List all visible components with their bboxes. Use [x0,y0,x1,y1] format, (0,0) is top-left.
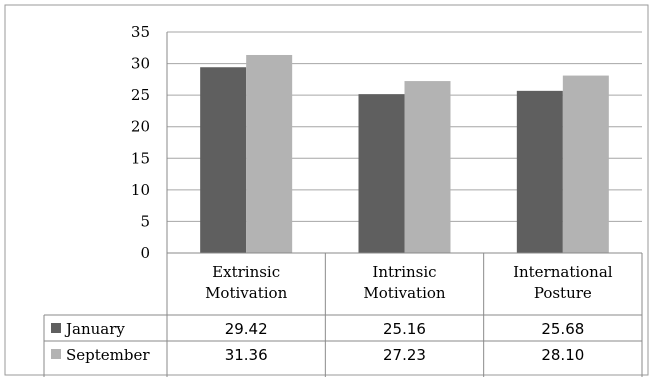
y-tick-label: 25 [131,86,150,104]
bar-january-0 [200,67,247,254]
legend-label-january: January [64,320,125,338]
y-axis: 0 5 10 15 20 25 30 35 [131,23,168,262]
bars [200,54,609,254]
table-cell-september-2: 28.10 [541,346,584,364]
bar-january-1 [358,94,405,253]
chart-frame [4,4,649,376]
y-tick-label: 15 [131,149,150,167]
bar-january-2 [516,90,563,253]
bar-september-1 [404,81,451,253]
legend-key-january [51,323,61,333]
y-tick-label: 30 [131,55,150,73]
table-cell-january-2: 25.68 [541,320,584,338]
table-cell-september-1: 27.23 [383,346,426,364]
category-label: Extrinsic Motivation [205,263,287,302]
y-tick-label: 35 [131,23,150,41]
category-label: International Posture [513,263,613,302]
bar-september-2 [562,75,609,253]
bar-september-0 [246,54,293,253]
y-tick-label: 0 [140,244,150,262]
table-cell-january-1: 25.16 [383,320,426,338]
y-tick-label: 10 [131,181,150,199]
table-cell-september-0: 31.36 [225,346,268,364]
y-tick-label: 5 [140,212,150,230]
table-cell-january-0: 29.42 [225,320,268,338]
legend-key-september [51,349,61,359]
y-tick-label: 20 [131,118,150,136]
data-table: Extrinsic Motivation Intrinsic Motivation In… [43,252,643,377]
legend-label-september: September [66,346,150,364]
category-label: Intrinsic Motivation [363,263,445,302]
